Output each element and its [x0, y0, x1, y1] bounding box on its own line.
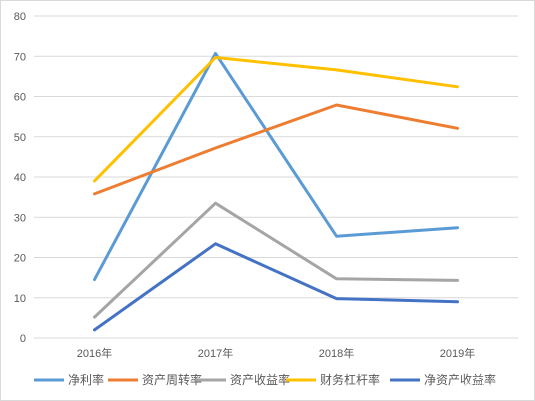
y-tick-label: 60	[14, 92, 26, 104]
legend-label: 资产周转率	[142, 372, 202, 387]
legend-label: 净利率	[68, 372, 104, 387]
y-tick-label: 0	[20, 333, 26, 345]
series-line-2	[93, 103, 459, 196]
y-tick-label: 50	[14, 132, 26, 144]
y-tick-label: 70	[14, 51, 26, 63]
y-tick-label: 20	[14, 253, 26, 265]
series-line-4	[93, 56, 459, 183]
series-line-3	[93, 201, 459, 319]
y-axis-ticks: 0 10 20 30 40 50 60 70 80	[14, 11, 26, 345]
x-tick-label: 2016年	[77, 346, 112, 360]
x-tick-label: 2019年	[440, 346, 475, 360]
gridlines	[34, 15, 518, 339]
series-lines	[93, 51, 459, 332]
y-tick-label: 80	[14, 11, 26, 23]
series-line-1	[93, 51, 459, 282]
series-line-5	[93, 242, 459, 332]
x-tick-label: 2018年	[319, 346, 354, 360]
y-tick-label: 30	[14, 212, 26, 224]
legend-label: 财务杠杆率	[320, 372, 380, 387]
legend-label: 资产收益率	[230, 372, 290, 387]
watermark: @成都成长股	[448, 381, 520, 395]
x-axis-ticks: 2016年 2017年 2018年 2019年	[77, 346, 475, 360]
y-tick-label: 40	[14, 172, 26, 184]
legend: 净利率 资产周转率 资产收益率 财务杠杆率 净资产收益率	[34, 372, 496, 387]
y-tick-label: 10	[14, 293, 26, 305]
x-tick-label: 2017年	[198, 346, 233, 360]
legend-label: 净资产收益率	[424, 372, 496, 387]
